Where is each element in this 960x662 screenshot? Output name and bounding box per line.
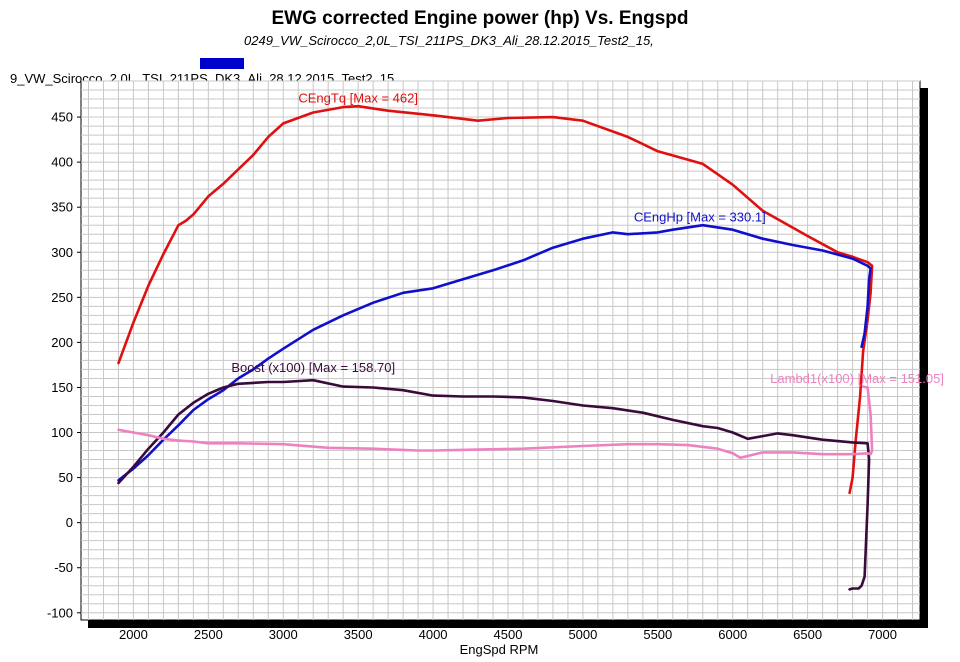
y-tick-label: 150 <box>51 380 73 395</box>
x-tick-label: 3500 <box>344 627 373 642</box>
x-tick-label: 2000 <box>119 627 148 642</box>
y-tick-label: 300 <box>51 245 73 260</box>
x-tick-label: 4500 <box>494 627 523 642</box>
y-tick-label: 100 <box>51 425 73 440</box>
series-label-lambd1-x100: Lambd1(x100) [Max = 151.05] <box>770 371 944 386</box>
x-tick-label: 5500 <box>643 627 672 642</box>
legend-swatch <box>200 58 244 69</box>
series-line-lambd1-x100 <box>117 385 874 460</box>
x-tick-label: 6500 <box>793 627 822 642</box>
y-tick-label: 200 <box>51 335 73 350</box>
series-label-boost-x100: Boost (x100) [Max = 158.70] <box>231 360 395 375</box>
y-tick-label: 50 <box>59 470 73 485</box>
y-tick-label: 450 <box>51 110 73 125</box>
series-line-cenghp <box>117 223 872 482</box>
y-tick-label: 250 <box>51 290 73 305</box>
x-tick-label: 2500 <box>194 627 223 642</box>
y-tick-label: 350 <box>51 200 73 215</box>
y-tick-label: 400 <box>51 155 73 170</box>
y-tick-label: -100 <box>47 605 73 620</box>
x-tick-label: 5000 <box>568 627 597 642</box>
series-line-cengtq <box>117 104 874 495</box>
x-axis-label: EngSpd RPM <box>460 642 539 657</box>
chart-title: EWG corrected Engine power (hp) Vs. Engs… <box>271 8 689 29</box>
y-tick-label: -50 <box>54 560 73 575</box>
x-tick-label: 7000 <box>868 627 897 642</box>
y-tick-label: 0 <box>66 515 73 530</box>
x-tick-label: 6000 <box>718 627 747 642</box>
chart-subtitle: 0249_VW_Scirocco_2,0L_TSI_211PS_DK3_Ali_… <box>244 33 654 48</box>
series-line-boost-x100 <box>117 378 871 591</box>
series-label-cengtq: CEngTq [Max = 462] <box>298 91 418 106</box>
x-tick-label: 3000 <box>269 627 298 642</box>
series-label-cenghp: CEngHp [Max = 330.1] <box>634 210 766 225</box>
x-tick-label: 4000 <box>419 627 448 642</box>
